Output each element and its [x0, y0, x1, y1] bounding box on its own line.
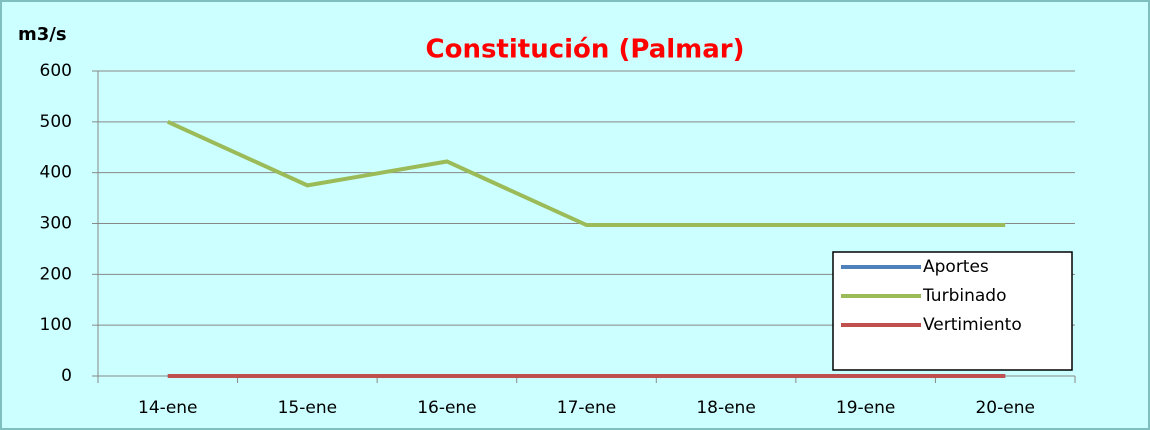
x-tick-label: 16-ene	[417, 398, 476, 418]
x-tick-label: 20-ene	[975, 398, 1034, 418]
legend-label: Vertimiento	[923, 315, 1022, 335]
legend-label: Aportes	[923, 257, 989, 277]
x-tick-label: 17-ene	[557, 398, 616, 418]
legend-box	[832, 251, 1073, 371]
y-tick-label: 500	[40, 112, 72, 132]
y-axis-label: m3/s	[18, 24, 67, 45]
x-tick-label: 19-ene	[836, 398, 895, 418]
y-tick-label: 0	[61, 366, 72, 386]
legend-label: Turbinado	[922, 286, 1006, 306]
y-tick-label: 200	[40, 264, 72, 284]
y-tick-label: 100	[40, 315, 72, 335]
x-tick-label: 15-ene	[278, 398, 337, 418]
y-tick-label: 400	[40, 163, 72, 183]
y-tick-label: 600	[40, 61, 72, 81]
x-tick-label: 14-ene	[138, 398, 197, 418]
series-line	[166, 120, 1006, 228]
y-tick-label: 300	[40, 214, 72, 234]
x-tick-label: 18-ene	[696, 398, 755, 418]
chart-title: Constitución (Palmar)	[426, 35, 745, 65]
